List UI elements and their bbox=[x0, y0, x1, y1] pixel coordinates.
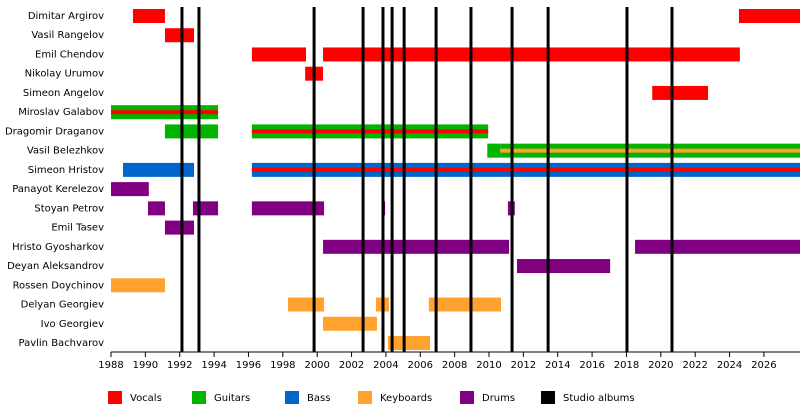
legend-swatch bbox=[192, 391, 206, 404]
legend-label: Vocals bbox=[130, 393, 162, 404]
member-label: Delyan Georgiev bbox=[21, 300, 104, 311]
member-bar bbox=[652, 85, 709, 100]
x-tick-label: 2008 bbox=[442, 360, 467, 371]
member-label: Nikolay Urumov bbox=[25, 69, 104, 80]
x-tick-label: 1992 bbox=[167, 360, 192, 371]
member-bar-stripe bbox=[251, 129, 489, 134]
member-label: Vasil Belezhkov bbox=[27, 146, 104, 157]
legend-swatch bbox=[285, 391, 299, 404]
x-tick-label: 1994 bbox=[201, 360, 226, 371]
member-label: Simeon Hristov bbox=[28, 165, 104, 176]
x-tick-label: 2014 bbox=[545, 360, 570, 371]
legend-label: Drums bbox=[482, 393, 515, 404]
member-label: Rossen Doychinov bbox=[13, 280, 105, 291]
x-tick-label: 2016 bbox=[579, 360, 604, 371]
member-label: Miroslav Galabov bbox=[18, 107, 104, 118]
member-bar bbox=[323, 316, 377, 331]
member-bar bbox=[192, 201, 219, 216]
x-tick-label: 2024 bbox=[717, 360, 742, 371]
x-tick-label: 2012 bbox=[511, 360, 536, 371]
member-bar bbox=[132, 9, 165, 23]
member-bar bbox=[164, 220, 194, 235]
member-bar-stripe bbox=[500, 148, 800, 153]
x-tick-label: 1990 bbox=[133, 360, 158, 371]
x-tick-label: 1996 bbox=[236, 360, 261, 371]
member-label: Vasil Rangelov bbox=[31, 30, 104, 41]
member-label: Emil Tasev bbox=[51, 223, 104, 234]
member-bar-stripe bbox=[251, 167, 800, 172]
legend-swatch bbox=[541, 391, 555, 404]
x-tick-label: 2000 bbox=[304, 360, 329, 371]
member-label: Stoyan Petrov bbox=[34, 203, 104, 214]
legend-label: Bass bbox=[307, 393, 330, 404]
x-tick-label: 1998 bbox=[270, 360, 295, 371]
member-label: Dimitar Argirov bbox=[28, 11, 104, 22]
x-tick-label: 2004 bbox=[373, 360, 398, 371]
member-bar bbox=[251, 47, 307, 62]
member-bar bbox=[251, 201, 325, 216]
member-bar bbox=[287, 297, 325, 312]
member-label: Deyan Aleksandrov bbox=[7, 261, 104, 272]
member-bar bbox=[323, 239, 510, 254]
member-bar bbox=[739, 9, 800, 23]
member-bar bbox=[147, 201, 165, 216]
member-bar bbox=[111, 182, 149, 197]
legend-swatch bbox=[358, 391, 372, 404]
member-bar bbox=[164, 28, 194, 43]
x-tick-label: 2006 bbox=[408, 360, 433, 371]
member-label: Panayot Kerelezov bbox=[12, 184, 104, 195]
member-bar bbox=[323, 47, 740, 62]
member-bar bbox=[123, 162, 194, 177]
legend-label: Keyboards bbox=[380, 393, 432, 404]
legend-swatch bbox=[460, 391, 474, 404]
member-bar bbox=[111, 278, 165, 293]
x-tick-label: 2018 bbox=[614, 360, 639, 371]
member-label: Ivo Georgiev bbox=[41, 319, 104, 330]
member-label: Dragomir Draganov bbox=[5, 126, 104, 137]
x-tick-label: 2020 bbox=[648, 360, 673, 371]
member-label: Simeon Angelov bbox=[23, 88, 104, 99]
member-label: Hristo Gyosharkov bbox=[12, 242, 104, 253]
member-bar bbox=[387, 336, 431, 350]
x-tick-label: 2022 bbox=[682, 360, 707, 371]
x-tick-label: 1988 bbox=[98, 360, 123, 371]
member-bar bbox=[164, 124, 219, 139]
member-bar bbox=[635, 239, 800, 254]
legend-swatch bbox=[108, 391, 122, 404]
x-tick-label: 2002 bbox=[339, 360, 364, 371]
x-tick-label: 2026 bbox=[751, 360, 776, 371]
member-bar-stripe bbox=[111, 110, 219, 115]
member-label: Pavlin Bachvarov bbox=[19, 338, 105, 349]
member-bar bbox=[517, 259, 611, 274]
member-bar bbox=[428, 297, 502, 312]
member-bar bbox=[487, 143, 501, 158]
x-tick-label: 2010 bbox=[476, 360, 501, 371]
legend-label: Guitars bbox=[214, 393, 250, 404]
legend-label: Studio albums bbox=[563, 393, 635, 404]
member-label: Emil Chendov bbox=[35, 49, 104, 60]
